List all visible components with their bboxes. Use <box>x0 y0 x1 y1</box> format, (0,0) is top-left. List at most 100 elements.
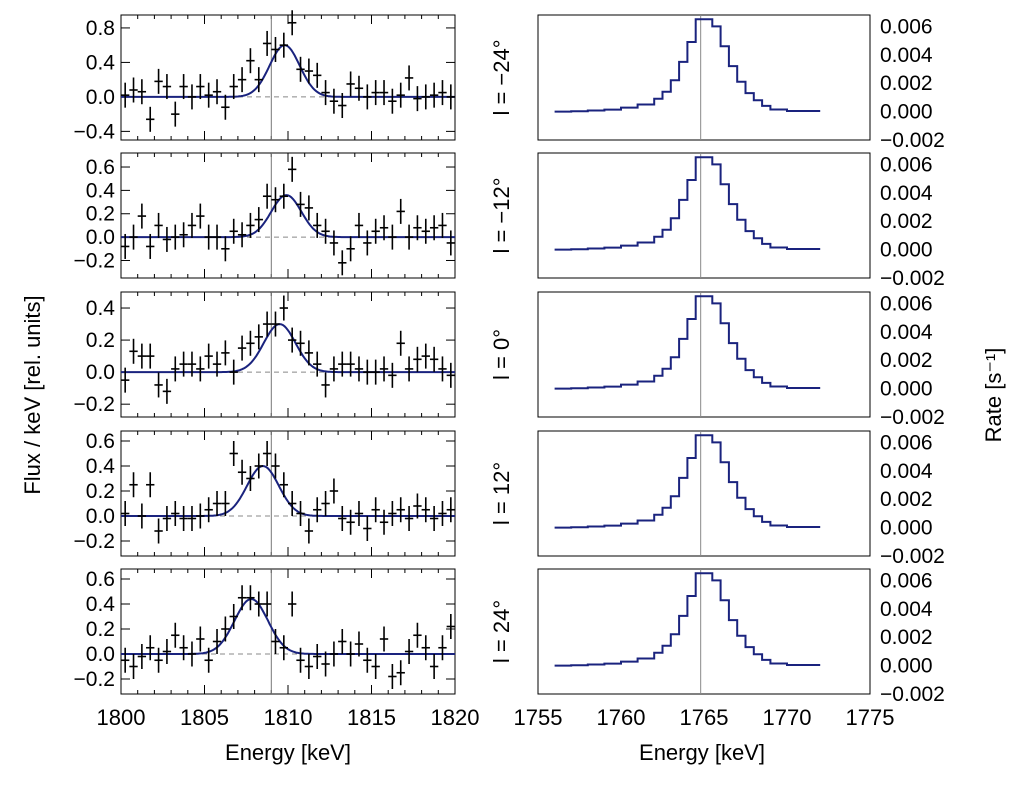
data-point <box>237 585 247 611</box>
data-point <box>271 36 280 62</box>
data-point <box>221 94 230 120</box>
data-point <box>421 343 430 369</box>
data-point <box>379 509 389 535</box>
data-point <box>279 183 288 209</box>
data-point <box>179 222 188 248</box>
y-tick-label: 0.006 <box>880 153 933 176</box>
response-histogram-line <box>554 18 821 113</box>
right-panel-0: l = −24° 0.006 0.004 0.002 0.000 −0.002 <box>489 14 945 152</box>
left-x-axis-label: Energy [keV] <box>225 740 351 765</box>
data-point <box>179 351 188 377</box>
data-point <box>304 58 314 84</box>
data-point <box>121 82 130 108</box>
data-point <box>254 324 263 350</box>
data-point <box>388 224 397 250</box>
y-tick-label: 0.2 <box>86 480 115 503</box>
x-tick-label: 1760 <box>597 705 646 730</box>
data-point <box>179 506 188 531</box>
y-tick-label: 0.8 <box>86 17 115 40</box>
data-point <box>162 74 172 100</box>
data-point <box>296 191 305 217</box>
x-tick-label: 1765 <box>680 705 729 730</box>
data-point <box>421 635 430 661</box>
y-tick-label: −0.002 <box>880 129 945 152</box>
data-point <box>379 80 389 106</box>
data-point <box>346 509 355 535</box>
data-point <box>346 236 355 262</box>
data-point <box>162 506 172 531</box>
data-point <box>137 644 147 669</box>
y-tick-label: 0.004 <box>880 321 933 344</box>
data-point <box>413 86 422 112</box>
data-point <box>246 48 255 74</box>
y-tick-label: 0.0 <box>86 226 115 249</box>
data-point <box>171 224 180 250</box>
y-tick-label: −0.002 <box>880 545 945 568</box>
data-point <box>154 68 163 94</box>
data-point <box>246 466 255 491</box>
data-point <box>413 215 422 241</box>
panel-longitude-label: l = −24° <box>489 39 514 115</box>
left-panels: 0.80.40.0−0.40.60.40.20.0−0.20.40.20.0−0… <box>74 10 479 730</box>
data-point <box>187 84 197 110</box>
data-point <box>438 80 447 106</box>
left-panel-frame <box>120 291 456 418</box>
data-point <box>329 88 339 114</box>
y-tick-label: 0.0 <box>86 643 115 666</box>
data-point <box>221 236 230 262</box>
data-point <box>237 67 247 93</box>
data-point <box>388 88 397 114</box>
data-point <box>129 77 138 103</box>
gaussian-fit-line <box>121 597 455 655</box>
data-point <box>329 478 339 504</box>
data-point <box>404 506 414 531</box>
data-point <box>396 497 405 523</box>
data-point <box>388 664 397 689</box>
data-point <box>288 327 297 353</box>
data-point <box>429 506 439 531</box>
data-point <box>204 343 213 369</box>
data-point <box>429 346 439 372</box>
y-tick-label: 0.6 <box>86 156 115 179</box>
y-tick-label: 0.004 <box>880 44 933 67</box>
data-point <box>254 67 263 93</box>
data-point <box>237 335 247 361</box>
data-point <box>338 506 347 531</box>
data-point <box>321 651 330 677</box>
data-point <box>221 340 230 366</box>
data-point <box>304 518 314 544</box>
data-point <box>338 250 347 276</box>
y-tick-label: 0.004 <box>880 598 933 621</box>
data-point <box>388 501 397 526</box>
data-point <box>229 604 238 629</box>
data-point <box>379 356 389 382</box>
data-point <box>396 82 405 108</box>
y-tick-label: 0.002 <box>880 210 933 233</box>
data-point <box>446 362 455 388</box>
data-point <box>171 622 180 648</box>
y-tick-label: 0.0 <box>86 505 115 528</box>
y-tick-label: −0.2 <box>74 393 115 416</box>
data-point <box>212 79 222 105</box>
data-point <box>354 501 364 526</box>
y-tick-label: 0.4 <box>86 593 116 616</box>
data-point <box>271 187 280 213</box>
data-point <box>196 503 205 529</box>
data-point <box>121 367 130 393</box>
data-point <box>321 80 330 106</box>
right-panel-frame <box>537 14 871 141</box>
data-point <box>354 356 364 382</box>
y-tick-label: 0.004 <box>880 182 933 205</box>
data-point <box>288 10 297 36</box>
y-tick-label: 0.002 <box>880 488 933 511</box>
y-tick-label: 0.000 <box>880 239 933 262</box>
panel-longitude-label: l = 0° <box>489 329 514 380</box>
data-point <box>121 233 130 259</box>
left-panel-frame <box>120 568 456 695</box>
data-point <box>313 644 322 669</box>
data-point <box>246 585 255 611</box>
data-point <box>304 195 314 221</box>
data-point <box>129 472 138 498</box>
